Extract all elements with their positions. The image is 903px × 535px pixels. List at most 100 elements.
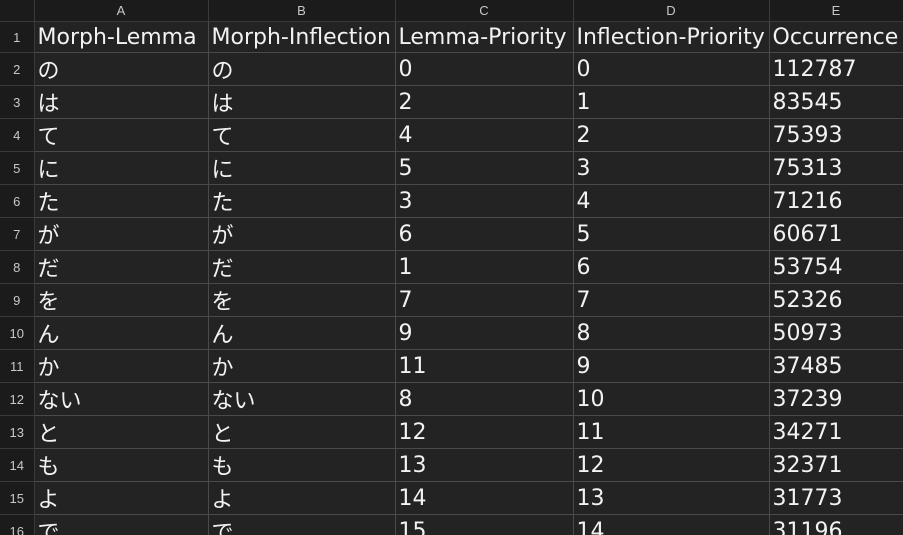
row-header[interactable]: 11 [0, 349, 35, 383]
row-header[interactable]: 8 [0, 250, 35, 284]
cell-a[interactable]: は [34, 85, 209, 119]
cell-c[interactable]: 0 [395, 52, 574, 86]
cell-e[interactable]: 32371 [769, 448, 903, 482]
row-header[interactable]: 5 [0, 151, 35, 185]
cell-e[interactable]: 75313 [769, 151, 903, 185]
cell-e[interactable]: 53754 [769, 250, 903, 284]
cell-e[interactable]: 50973 [769, 316, 903, 350]
cell-d[interactable]: 4 [573, 184, 770, 218]
cell-c[interactable]: 9 [395, 316, 574, 350]
cell-b[interactable]: と [208, 415, 396, 449]
cell-b[interactable]: ん [208, 316, 396, 350]
column-header-c[interactable]: C [395, 0, 574, 22]
cell-c[interactable]: 11 [395, 349, 574, 383]
cell-c[interactable]: 5 [395, 151, 574, 185]
cell-b[interactable]: を [208, 283, 396, 317]
cell-d[interactable]: 5 [573, 217, 770, 251]
cell-b[interactable]: Morph-Inflection [208, 21, 396, 53]
cell-e[interactable]: 37485 [769, 349, 903, 383]
cell-e[interactable]: 31773 [769, 481, 903, 515]
column-header-a[interactable]: A [34, 0, 209, 22]
cell-d[interactable]: 7 [573, 283, 770, 317]
select-all-corner[interactable] [0, 0, 35, 22]
cell-d[interactable]: 6 [573, 250, 770, 284]
cell-d[interactable]: 11 [573, 415, 770, 449]
cell-c[interactable]: 1 [395, 250, 574, 284]
row-header[interactable]: 16 [0, 514, 35, 535]
cell-d[interactable]: 14 [573, 514, 770, 535]
cell-c[interactable]: Lemma-Priority [395, 21, 574, 53]
column-header-b[interactable]: B [208, 0, 396, 22]
row-header[interactable]: 3 [0, 85, 35, 119]
cell-c[interactable]: 7 [395, 283, 574, 317]
row-header[interactable]: 15 [0, 481, 35, 515]
cell-a[interactable]: を [34, 283, 209, 317]
cell-c[interactable]: 6 [395, 217, 574, 251]
cell-a[interactable]: ん [34, 316, 209, 350]
cell-b[interactable]: だ [208, 250, 396, 284]
row-header[interactable]: 6 [0, 184, 35, 218]
cell-a[interactable]: ない [34, 382, 209, 416]
cell-a[interactable]: の [34, 52, 209, 86]
cell-b[interactable]: に [208, 151, 396, 185]
cell-a[interactable]: か [34, 349, 209, 383]
cell-e[interactable]: 75393 [769, 118, 903, 152]
cell-c[interactable]: 14 [395, 481, 574, 515]
cell-a[interactable]: た [34, 184, 209, 218]
cell-b[interactable]: が [208, 217, 396, 251]
cell-d[interactable]: 13 [573, 481, 770, 515]
row-header[interactable]: 7 [0, 217, 35, 251]
cell-e[interactable]: 60671 [769, 217, 903, 251]
cell-d[interactable]: 2 [573, 118, 770, 152]
cell-d[interactable]: 1 [573, 85, 770, 119]
row-header[interactable]: 14 [0, 448, 35, 482]
cell-a[interactable]: よ [34, 481, 209, 515]
cell-e[interactable]: 34271 [769, 415, 903, 449]
cell-a[interactable]: で [34, 514, 209, 535]
cell-b[interactable]: で [208, 514, 396, 535]
cell-c[interactable]: 15 [395, 514, 574, 535]
cell-e[interactable]: 37239 [769, 382, 903, 416]
cell-e[interactable]: 52326 [769, 283, 903, 317]
row-header[interactable]: 12 [0, 382, 35, 416]
row-header[interactable]: 1 [0, 21, 35, 53]
row-header[interactable]: 4 [0, 118, 35, 152]
row-header[interactable]: 9 [0, 283, 35, 317]
cell-a[interactable]: も [34, 448, 209, 482]
column-header-d[interactable]: D [573, 0, 770, 22]
cell-b[interactable]: て [208, 118, 396, 152]
cell-b[interactable]: よ [208, 481, 396, 515]
cell-c[interactable]: 3 [395, 184, 574, 218]
cell-e[interactable]: 83545 [769, 85, 903, 119]
cell-d[interactable]: 0 [573, 52, 770, 86]
cell-c[interactable]: 4 [395, 118, 574, 152]
cell-e[interactable]: 71216 [769, 184, 903, 218]
cell-e[interactable]: 31196 [769, 514, 903, 535]
cell-c[interactable]: 2 [395, 85, 574, 119]
cell-d[interactable]: 3 [573, 151, 770, 185]
cell-b[interactable]: は [208, 85, 396, 119]
cell-a[interactable]: に [34, 151, 209, 185]
cell-e[interactable]: Occurrence [769, 21, 903, 53]
cell-e[interactable]: 112787 [769, 52, 903, 86]
cell-b[interactable]: の [208, 52, 396, 86]
cell-d[interactable]: Inflection-Priority [573, 21, 770, 53]
cell-a[interactable]: て [34, 118, 209, 152]
cell-c[interactable]: 13 [395, 448, 574, 482]
cell-b[interactable]: ない [208, 382, 396, 416]
cell-b[interactable]: も [208, 448, 396, 482]
row-header[interactable]: 2 [0, 52, 35, 86]
cell-a[interactable]: だ [34, 250, 209, 284]
cell-a[interactable]: が [34, 217, 209, 251]
cell-c[interactable]: 8 [395, 382, 574, 416]
cell-d[interactable]: 8 [573, 316, 770, 350]
row-header[interactable]: 13 [0, 415, 35, 449]
cell-d[interactable]: 9 [573, 349, 770, 383]
row-header[interactable]: 10 [0, 316, 35, 350]
cell-b[interactable]: か [208, 349, 396, 383]
column-header-e[interactable]: E [769, 0, 903, 22]
cell-c[interactable]: 12 [395, 415, 574, 449]
cell-d[interactable]: 10 [573, 382, 770, 416]
cell-b[interactable]: た [208, 184, 396, 218]
cell-a[interactable]: と [34, 415, 209, 449]
